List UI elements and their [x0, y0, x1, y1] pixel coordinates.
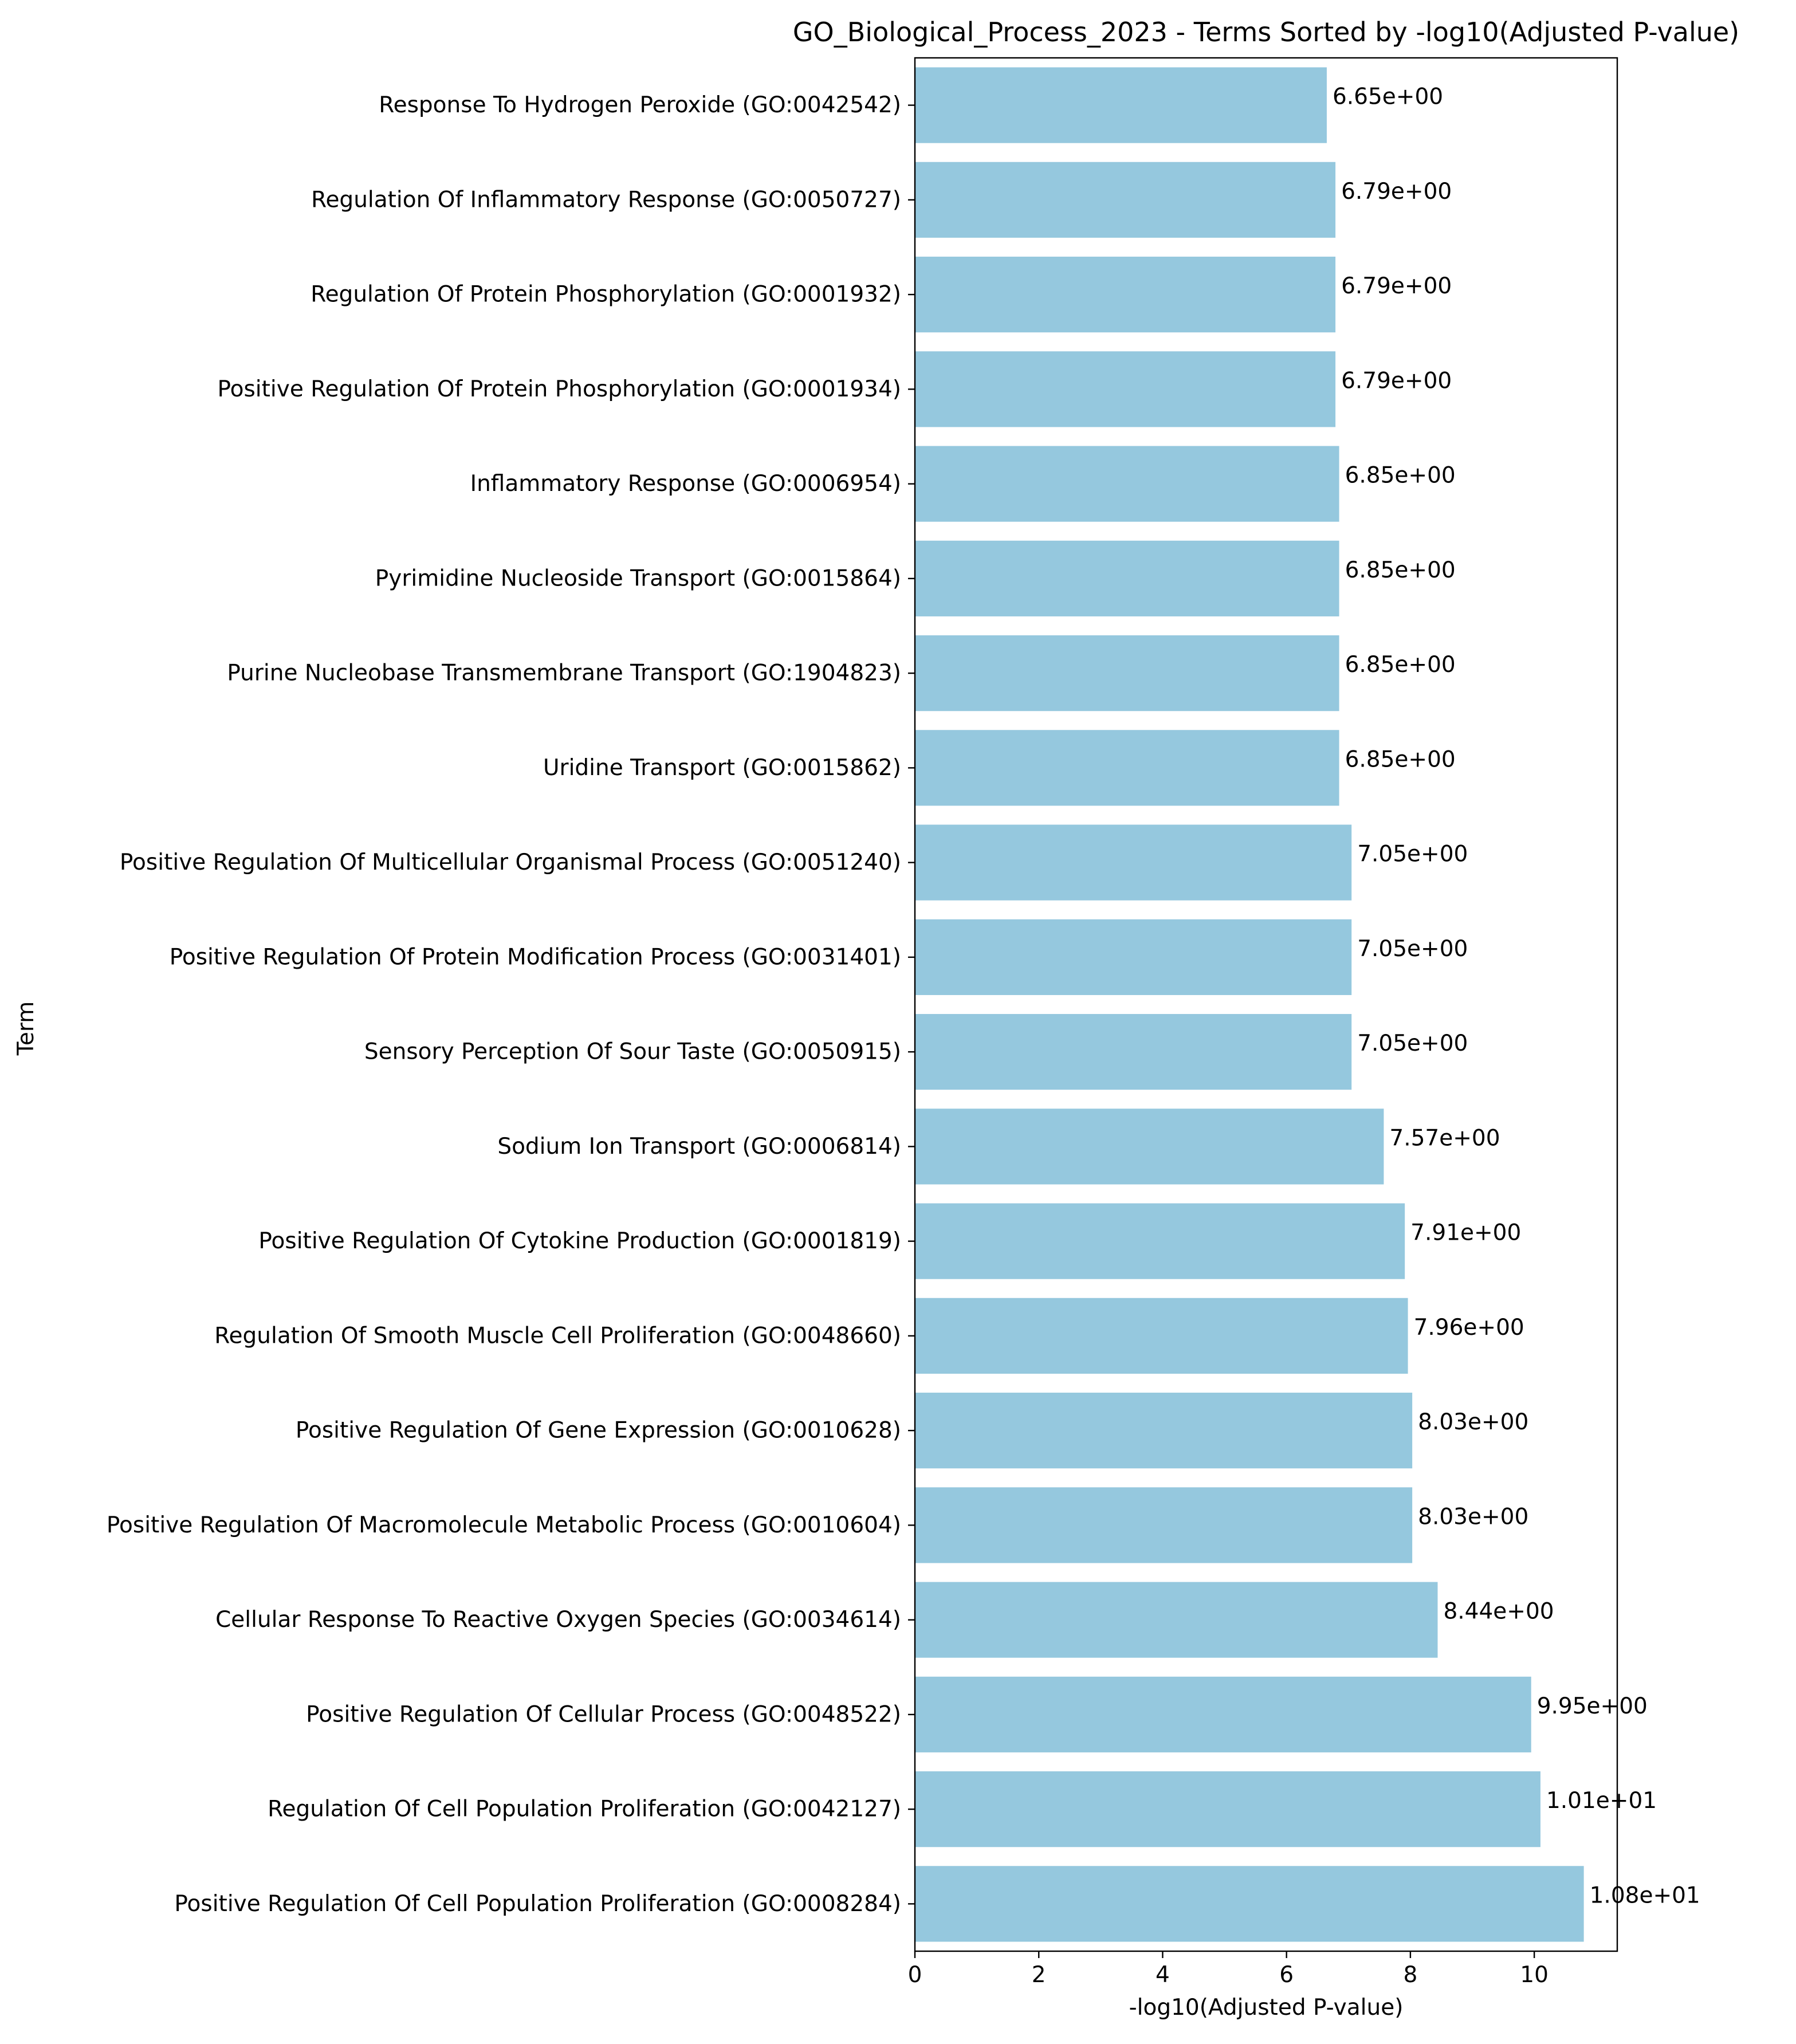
bar: [915, 1393, 1413, 1469]
bar: [915, 1582, 1438, 1658]
ticks-layer: Response To Hydrogen Peroxide (GO:004254…: [107, 92, 1549, 1988]
bar-value-label: 7.91e+00: [1410, 1220, 1521, 1246]
bar-value-label: 1.08e+01: [1590, 1882, 1700, 1908]
bar-value-label: 6.79e+00: [1341, 368, 1452, 394]
x-tick-label: 8: [1403, 1962, 1417, 1988]
x-tick-label: 10: [1520, 1962, 1549, 1988]
bar-value-label: 7.05e+00: [1357, 1031, 1468, 1056]
x-tick-label: 2: [1032, 1962, 1046, 1988]
y-tick-label: Response To Hydrogen Peroxide (GO:004254…: [379, 92, 901, 118]
bar: [915, 351, 1336, 427]
bar: [915, 162, 1336, 238]
bar: [915, 1866, 1584, 1942]
x-tick-label: 0: [908, 1962, 922, 1988]
x-tick-label: 6: [1279, 1962, 1294, 1988]
bar: [915, 540, 1339, 616]
chart-title: GO_Biological_Process_2023 - Terms Sorte…: [793, 17, 1739, 48]
y-tick-label: Inflammatory Response (GO:0006954): [470, 471, 901, 497]
bar: [915, 635, 1339, 712]
y-tick-label: Positive Regulation Of Cytokine Producti…: [258, 1228, 901, 1254]
bar-value-label: 6.85e+00: [1345, 557, 1456, 583]
y-tick-label: Positive Regulation Of Gene Expression (…: [296, 1418, 901, 1444]
plot-frame: [914, 57, 1618, 1952]
y-tick-label: Regulation Of Inflammatory Response (GO:…: [311, 187, 901, 213]
bar-value-label: 8.03e+00: [1418, 1504, 1528, 1530]
bar-value-label: 7.57e+00: [1389, 1125, 1500, 1151]
y-tick-label: Sodium Ion Transport (GO:0006814): [497, 1134, 901, 1159]
bar-value-label: 6.65e+00: [1333, 84, 1443, 110]
y-tick-label: Positive Regulation Of Multicellular Org…: [120, 850, 901, 875]
bar-value-label: 7.96e+00: [1414, 1315, 1524, 1341]
bar-value-label: 6.85e+00: [1345, 652, 1456, 678]
bar: [915, 1487, 1413, 1563]
bar: [915, 1014, 1352, 1090]
bar-value-label: 6.79e+00: [1341, 179, 1452, 205]
bar: [915, 824, 1352, 901]
bar: [915, 1203, 1405, 1279]
x-axis-label: -log10(Adjusted P-value): [1129, 1995, 1404, 2021]
x-tick-label: 4: [1156, 1962, 1170, 1988]
y-tick-label: Cellular Response To Reactive Oxygen Spe…: [215, 1607, 901, 1633]
bar: [915, 257, 1336, 333]
y-tick-label: Pyrimidine Nucleoside Transport (GO:0015…: [375, 565, 901, 591]
bar: [915, 1298, 1408, 1374]
bar: [915, 1676, 1531, 1752]
bar: [915, 1771, 1540, 1848]
bar-value-label: 8.03e+00: [1418, 1409, 1528, 1435]
y-tick-label: Regulation Of Smooth Muscle Cell Prolife…: [214, 1323, 901, 1349]
y-tick-label: Positive Regulation Of Cell Population P…: [174, 1891, 901, 1917]
y-tick-label: Positive Regulation Of Cellular Process …: [306, 1701, 901, 1727]
y-tick-label: Positive Regulation Of Protein Phosphory…: [217, 376, 901, 402]
y-tick-label: Sensory Perception Of Sour Taste (GO:005…: [364, 1039, 901, 1065]
bar-value-label: 1.01e+01: [1546, 1788, 1657, 1814]
y-tick-label: Regulation Of Cell Population Proliferat…: [268, 1797, 901, 1822]
bar-value-label: 7.05e+00: [1357, 936, 1468, 962]
y-tick-label: Purine Nucleobase Transmembrane Transpor…: [227, 661, 901, 686]
labels-layer: 6.65e+00 6.79e+00 6.79e+00 6.79e+00 6.85e+00…: [1333, 84, 1700, 1909]
bar-value-label: 6.79e+00: [1341, 273, 1452, 299]
bar-value-label: 6.85e+00: [1345, 463, 1456, 489]
bar-value-label: 9.95e+00: [1537, 1693, 1648, 1719]
y-tick-label: Positive Regulation Of Macromolecule Met…: [107, 1512, 901, 1538]
bar-value-label: 7.05e+00: [1357, 842, 1468, 867]
bar-value-label: 8.44e+00: [1443, 1599, 1554, 1625]
y-tick-label: Positive Regulation Of Protein Modificat…: [170, 944, 901, 970]
bar: [915, 67, 1327, 143]
bar-value-label: 6.85e+00: [1345, 746, 1456, 772]
bars-layer: [915, 67, 1584, 1942]
bar: [915, 730, 1339, 806]
y-tick-label: Uridine Transport (GO:0015862): [543, 755, 901, 781]
bar: [915, 1109, 1384, 1185]
y-tick-label: Regulation Of Protein Phosphorylation (G…: [311, 282, 901, 308]
y-axis-label: Term: [13, 1001, 39, 1056]
bar: [915, 446, 1339, 522]
bar: [915, 919, 1352, 995]
